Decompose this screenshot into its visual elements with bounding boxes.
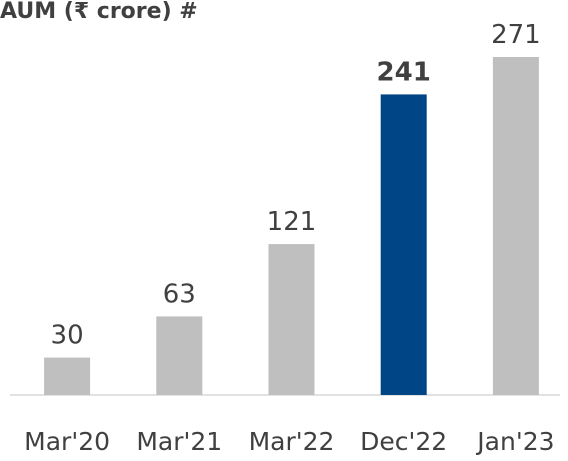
bar xyxy=(492,57,539,395)
bar xyxy=(156,316,203,395)
data-label: 63 xyxy=(163,279,196,309)
x-tick-label: Jan'23 xyxy=(475,427,554,456)
x-tick-label: Dec'22 xyxy=(360,427,447,456)
data-label: 121 xyxy=(267,207,317,237)
bar xyxy=(44,357,91,395)
x-tick-label: Mar'22 xyxy=(249,427,335,456)
x-tick-label: Mar'20 xyxy=(24,427,110,456)
data-label: 30 xyxy=(51,321,84,351)
chart-title: AUM (₹ crore) # xyxy=(0,0,198,24)
data-label: 241 xyxy=(377,57,431,87)
x-tick-label: Mar'21 xyxy=(136,427,222,456)
data-label: 271 xyxy=(491,20,541,50)
bar xyxy=(268,244,315,395)
bar xyxy=(380,94,427,395)
